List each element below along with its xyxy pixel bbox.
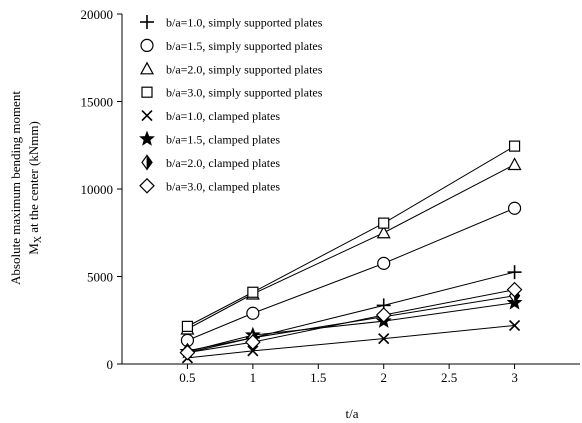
y-axis-label-subscript: X [33, 235, 44, 243]
legend-marker [139, 130, 155, 146]
series-markers [179, 140, 523, 364]
data-point-series-1 [507, 265, 522, 280]
data-point-series-3 [376, 225, 391, 239]
y-tick-label: 0 [107, 357, 114, 372]
series-line-4 [187, 145, 515, 327]
y-axis-ticks: 0 5000 10000 15000 20000 [81, 7, 122, 372]
legend-item: b/a=2.0, clamped plates [141, 154, 280, 171]
legend-marker [139, 61, 155, 75]
data-point-series-2 [246, 306, 260, 320]
legend-label: b/a=1.0, simply supported plates [166, 16, 323, 30]
data-point-series-8 [179, 344, 196, 361]
x-axis-ticks: 0.5 1 1.5 2 2.5 3 [179, 364, 518, 385]
y-tick-label: 10000 [81, 182, 114, 197]
x-axis-label: t/a [346, 406, 359, 421]
y-axis-label-line1: Absolute maximum bending moment [8, 91, 23, 285]
x-tick-label: 2.5 [441, 370, 457, 385]
legend-label: b/a=2.0, simply supported plates [166, 62, 323, 76]
data-point-series-8 [245, 334, 261, 350]
legend-item: b/a=1.5, simply supported plates [140, 38, 323, 53]
legend-label: b/a=3.0, simply supported plates [166, 86, 323, 100]
data-point-series-4 [508, 140, 521, 152]
data-point-series-3 [507, 157, 522, 171]
x-tick-label: 1 [250, 370, 257, 385]
series-line-7 [187, 295, 515, 352]
y-axis-label-line2: MX at the center (kNmm) [26, 121, 44, 255]
series-lines [187, 145, 515, 359]
series-line-8 [187, 289, 515, 354]
x-tick-label: 0.5 [179, 370, 195, 385]
series-line-5 [187, 325, 515, 359]
legend-label: b/a=1.0, clamped plates [166, 109, 280, 123]
legend-item: b/a=1.0, clamped plates [141, 109, 280, 123]
legend-marker [141, 154, 153, 171]
x-tick-label: 3 [511, 370, 518, 385]
y-tick-label: 20000 [81, 7, 114, 22]
y-tick-label: 15000 [81, 95, 114, 110]
y-axis-label-rest: at the center (kNmm) [26, 121, 41, 236]
legend-marker [140, 15, 154, 29]
legend-item: b/a=3.0, clamped plates [139, 177, 280, 194]
data-point-series-4 [378, 217, 390, 229]
legend-item: b/a=3.0, simply supported plates [141, 86, 323, 100]
series-line-1 [187, 271, 515, 354]
series-line-2 [187, 207, 515, 341]
legend-label: b/a=3.0, clamped plates [166, 179, 280, 193]
data-point-series-5 [247, 345, 259, 357]
series-line-3 [187, 164, 515, 330]
data-point-series-8 [506, 281, 523, 298]
legend: b/a=1.0, simply supported plates b/a=1.5,… [139, 15, 323, 194]
legend-marker [140, 38, 154, 53]
legend-label: b/a=2.0, clamped plates [166, 156, 280, 170]
legend-marker [139, 177, 155, 194]
data-point-series-4 [247, 286, 259, 298]
legend-label: b/a=1.5, simply supported plates [166, 39, 323, 53]
data-point-series-2 [377, 256, 391, 270]
legend-item: b/a=1.5, clamped plates [139, 130, 280, 147]
legend-marker [141, 110, 153, 122]
x-tick-label: 1.5 [310, 370, 326, 385]
y-axis-label-m: M [26, 243, 41, 255]
legend-item: b/a=1.0, simply supported plates [140, 15, 323, 30]
legend-label: b/a=1.5, clamped plates [166, 133, 280, 147]
data-point-series-4 [181, 320, 194, 332]
legend-item: b/a=2.0, simply supported plates [139, 61, 323, 76]
data-point-series-5 [509, 319, 521, 332]
data-point-series-5 [378, 333, 390, 345]
data-point-series-2 [507, 201, 522, 215]
x-tick-label: 2 [380, 370, 387, 385]
data-point-series-8 [375, 307, 392, 323]
y-tick-label: 5000 [87, 270, 113, 285]
legend-marker [141, 86, 153, 98]
